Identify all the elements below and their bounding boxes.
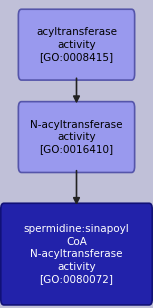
Text: N-acyltransferase
activity
[GO:0016410]: N-acyltransferase activity [GO:0016410]	[30, 120, 123, 154]
FancyBboxPatch shape	[1, 203, 152, 305]
FancyBboxPatch shape	[18, 102, 135, 172]
Text: acyltransferase
activity
[GO:0008415]: acyltransferase activity [GO:0008415]	[36, 27, 117, 62]
FancyBboxPatch shape	[18, 9, 135, 80]
Text: spermidine:sinapoyl
CoA
N-acyltransferase
activity
[GO:0080072]: spermidine:sinapoyl CoA N-acyltransferas…	[24, 224, 129, 284]
